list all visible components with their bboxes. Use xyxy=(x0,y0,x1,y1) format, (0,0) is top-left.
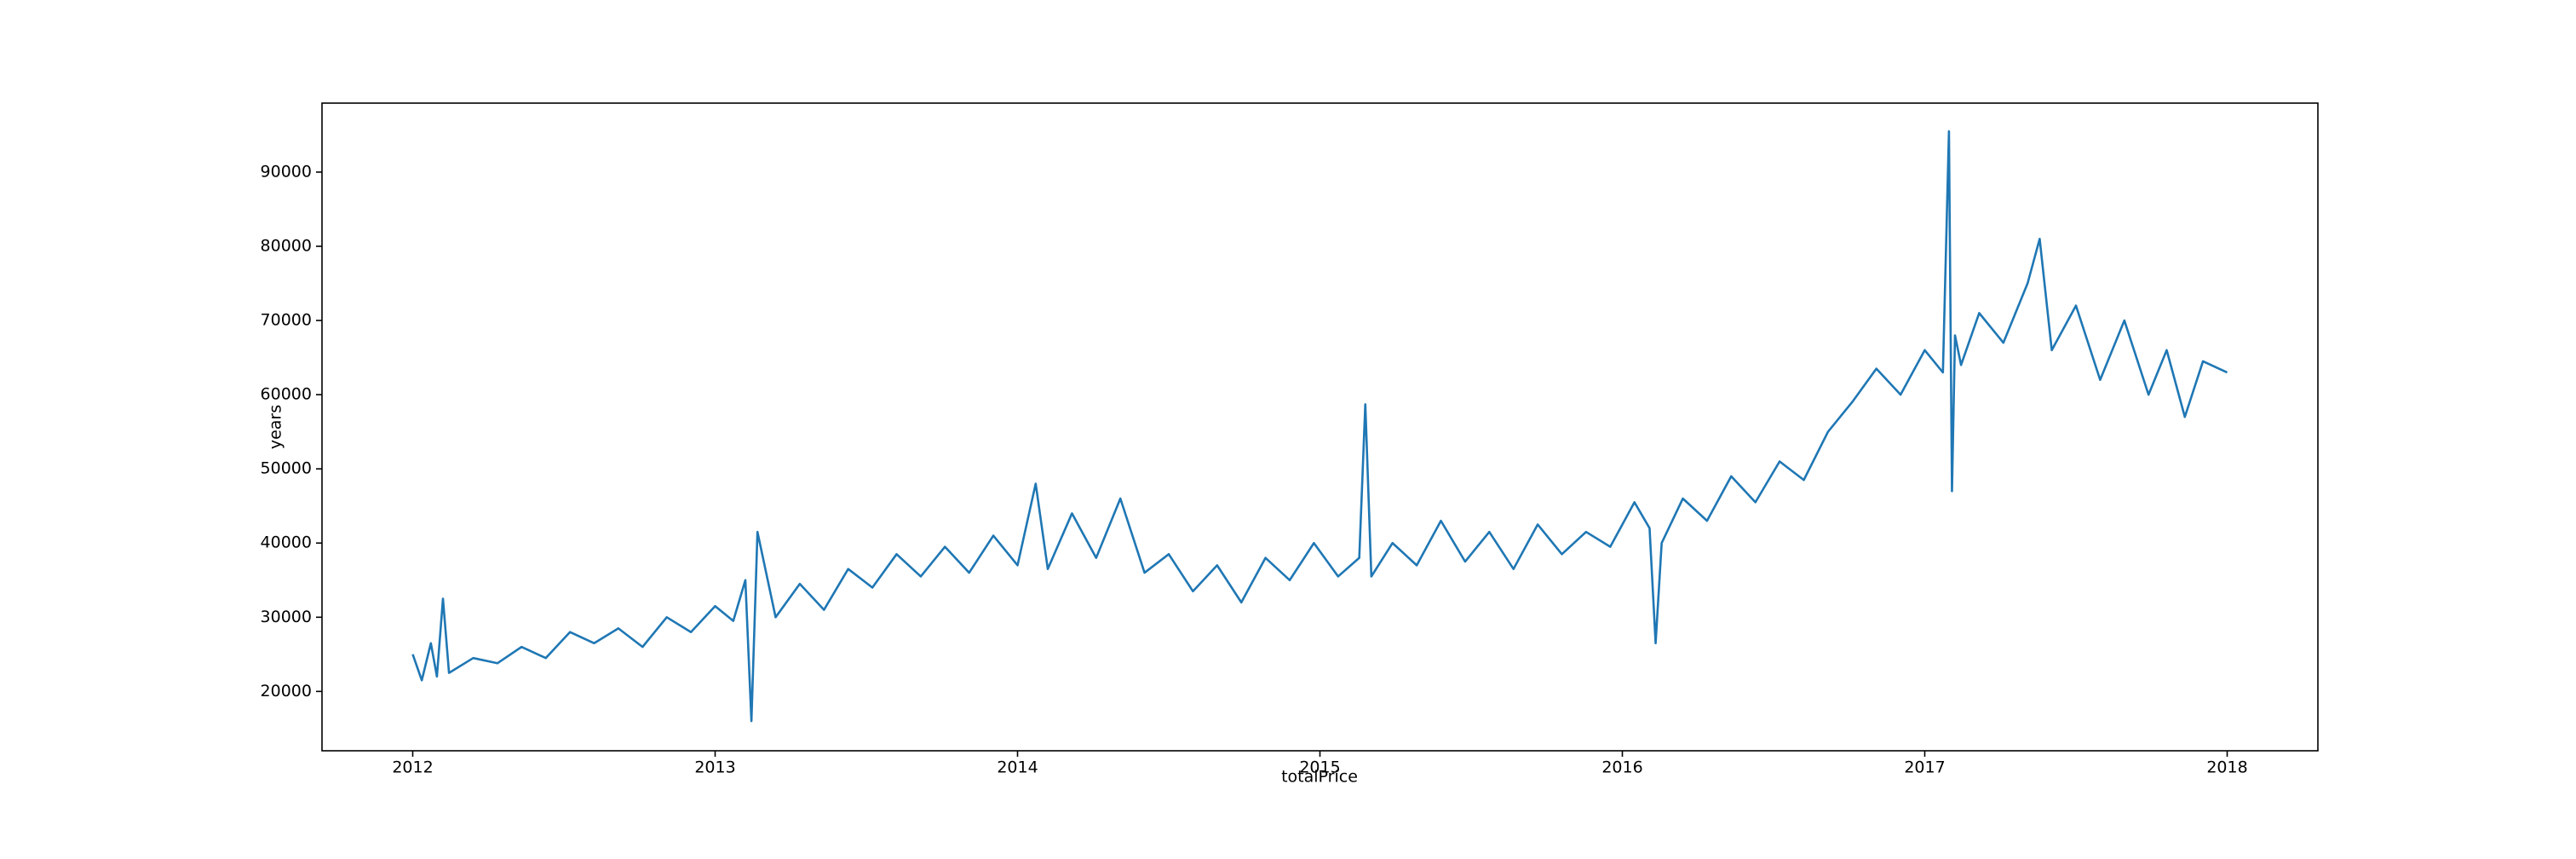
y-tick-label: 80000 xyxy=(261,237,312,256)
x-tick-label: 2018 xyxy=(2206,758,2247,777)
x-tick-label: 2012 xyxy=(392,758,433,777)
y-tick-label: 90000 xyxy=(261,162,312,181)
x-tick-label: 2016 xyxy=(1601,758,1642,777)
x-tick-label: 2014 xyxy=(997,758,1038,777)
y-tick-label: 30000 xyxy=(261,608,312,626)
y-tick-label: 40000 xyxy=(261,533,312,552)
y-tick-label: 20000 xyxy=(261,682,312,700)
x-tick-label: 2015 xyxy=(1299,758,1340,777)
y-tick-label: 70000 xyxy=(261,311,312,330)
plot-frame xyxy=(321,102,2319,752)
y-tick-label: 60000 xyxy=(261,385,312,404)
y-axis-label: years xyxy=(267,405,285,449)
x-tick-label: 2013 xyxy=(694,758,735,777)
x-tick-label: 2017 xyxy=(1904,758,1945,777)
y-tick-label: 50000 xyxy=(261,459,312,478)
x-axis-label: totalPrice xyxy=(1281,768,1358,787)
data-line xyxy=(411,130,2228,723)
